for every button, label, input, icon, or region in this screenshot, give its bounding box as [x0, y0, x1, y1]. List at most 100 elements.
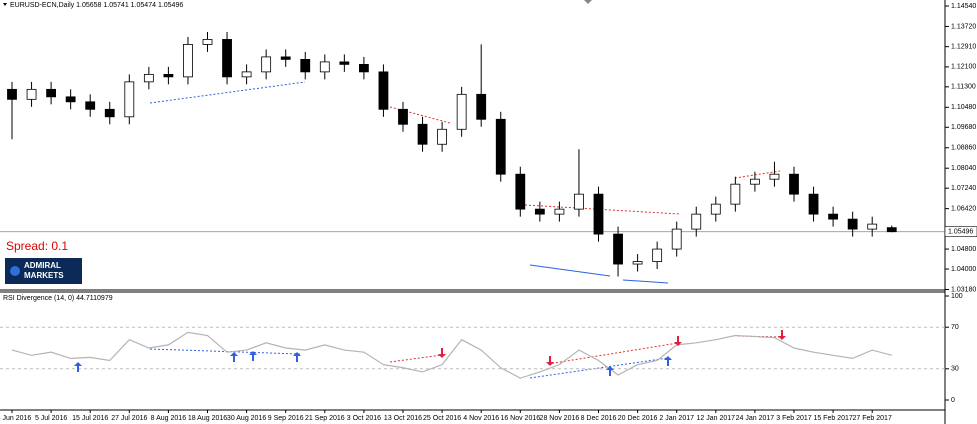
- candle-body: [691, 213, 702, 230]
- candle-body: [828, 213, 838, 220]
- y-tick-label: 1.08040: [951, 165, 976, 172]
- candle-body: [261, 56, 272, 73]
- last-price-box: [944, 226, 977, 238]
- candle-body: [183, 44, 193, 78]
- sell-arrow: [674, 336, 682, 346]
- candle-body: [7, 88, 17, 100]
- sell-arrow: [778, 330, 786, 340]
- candle-body: [104, 108, 115, 118]
- x-tick-label: 4 Nov 2016: [463, 415, 499, 422]
- sell-arrow: [438, 348, 446, 358]
- candle-body: [515, 173, 526, 210]
- candle-body: [886, 227, 897, 233]
- candle-body: [534, 208, 545, 215]
- x-tick-label: 16 Nov 2016: [500, 415, 540, 422]
- candle-body: [847, 218, 858, 230]
- y-tick-label: 1.11300: [951, 84, 976, 91]
- candle-body: [632, 261, 643, 265]
- candle-body: [456, 93, 467, 130]
- candle-body: [143, 73, 154, 83]
- x-tick-label: 23 Jun 2016: [0, 415, 31, 422]
- x-tick-label: 28 Nov 2016: [540, 415, 580, 422]
- candle-body: [280, 56, 291, 60]
- candle-body: [476, 93, 487, 120]
- x-tick-label: 18 Aug 2016: [188, 415, 227, 422]
- rsi-line: [11, 331, 892, 379]
- x-tick-label: 25 Oct 2016: [423, 415, 461, 422]
- candle-body: [495, 118, 506, 175]
- x-tick-label: 24 Jan 2017: [736, 415, 775, 422]
- candle-body: [65, 96, 76, 103]
- y-tick-label: 1.13720: [951, 23, 976, 30]
- x-tick-label: 9 Sep 2016: [268, 415, 304, 422]
- divergence-line: [547, 342, 679, 365]
- y-tick-label: 1.07240: [951, 185, 976, 192]
- buy-arrow: [293, 352, 301, 362]
- close-value: 1.05496: [158, 2, 183, 9]
- candle-body: [319, 61, 330, 73]
- buy-arrow: [664, 356, 672, 366]
- candle-body: [730, 183, 741, 205]
- x-tick-label: 3 Feb 2017: [776, 415, 812, 422]
- buy-arrow: [606, 366, 614, 376]
- y-tick-label: 0: [951, 397, 955, 404]
- menu-icon: [3, 3, 7, 6]
- y-tick-label: 1.04000: [951, 266, 976, 273]
- y-tick-label: 30: [951, 366, 959, 373]
- x-tick-label: 20 Dec 2016: [618, 415, 658, 422]
- candle-body: [437, 128, 448, 145]
- candle-body: [398, 108, 408, 125]
- x-tick-label: 8 Dec 2016: [581, 415, 617, 422]
- logo-icon: [10, 266, 20, 276]
- x-tick-label: 3 Oct 2016: [347, 415, 381, 422]
- candle-body: [339, 61, 350, 65]
- candle-body: [358, 63, 369, 73]
- candle-body: [769, 173, 780, 180]
- chart-title: EURUSD-ECN,Daily 1.05658 1.05741 1.05474…: [10, 2, 183, 9]
- candle-body: [652, 248, 663, 262]
- high-value: 1.05741: [103, 2, 128, 9]
- last-price-label: 1.05496: [948, 229, 973, 236]
- y-tick-label: 1.03180: [951, 286, 976, 293]
- candle-body: [554, 208, 565, 215]
- y-tick-label: 1.09680: [951, 124, 976, 131]
- candle-body: [26, 88, 37, 100]
- candle-body: [710, 203, 721, 215]
- y-tick-label: 100: [951, 293, 963, 300]
- divergence-line: [389, 354, 443, 363]
- y-tick-label: 1.04800: [951, 246, 976, 253]
- x-tick-label: 2 Jan 2017: [659, 415, 694, 422]
- x-tick-label: 12 Jan 2017: [697, 415, 736, 422]
- y-tick-label: 1.06420: [951, 205, 976, 212]
- low-value: 1.05474: [131, 2, 156, 9]
- y-tick-label: 1.12100: [951, 64, 976, 71]
- divergence-line: [149, 348, 301, 355]
- spread-label: Spread: 0.1: [6, 239, 68, 253]
- candle-body: [85, 101, 96, 110]
- candle-body: [300, 58, 311, 73]
- logo-text: ADMIRAL: [24, 261, 61, 270]
- divergence-line: [529, 264, 611, 277]
- y-tick-label: 1.14540: [951, 3, 976, 10]
- x-tick-label: 27 Jul 2016: [111, 415, 147, 422]
- signal-arrows: [74, 330, 786, 376]
- symbol: EURUSD-ECN,Daily: [10, 2, 75, 9]
- y-tick-label: 70: [951, 324, 959, 331]
- candle-body: [124, 81, 135, 118]
- x-tick-label: 15 Feb 2017: [813, 415, 852, 422]
- candle-body: [202, 39, 213, 45]
- x-tick-label: 13 Oct 2016: [384, 415, 422, 422]
- candle-body: [593, 193, 604, 235]
- x-tick-label: 8 Aug 2016: [151, 415, 187, 422]
- candle-body: [241, 71, 252, 78]
- x-tick-label: 21 Sep 2016: [305, 415, 345, 422]
- y-tick-label: 1.12910: [951, 44, 976, 51]
- buy-arrow: [230, 352, 238, 362]
- candle-body: [613, 233, 623, 265]
- candle-body: [222, 39, 232, 78]
- divergence-line: [734, 170, 781, 179]
- candle-body: [750, 178, 760, 185]
- candle-body: [671, 228, 682, 250]
- buy-arrow: [74, 362, 82, 372]
